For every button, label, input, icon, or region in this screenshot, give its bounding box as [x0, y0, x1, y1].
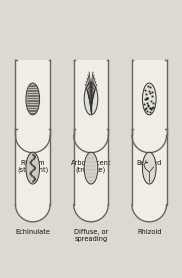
Bar: [15, 60, 50, 135]
Ellipse shape: [84, 84, 98, 114]
Text: Filiform
(straight): Filiform (straight): [17, 160, 48, 173]
Bar: [74, 60, 108, 135]
Ellipse shape: [30, 174, 32, 175]
Ellipse shape: [142, 152, 156, 184]
Wedge shape: [132, 205, 167, 222]
Bar: [132, 60, 167, 135]
Ellipse shape: [31, 175, 33, 177]
Bar: [15, 129, 50, 205]
Ellipse shape: [30, 163, 31, 164]
Ellipse shape: [34, 180, 35, 181]
Ellipse shape: [33, 170, 34, 171]
Bar: [132, 129, 167, 205]
Text: Beaded: Beaded: [136, 160, 162, 166]
Wedge shape: [132, 135, 167, 153]
Ellipse shape: [34, 155, 35, 157]
Ellipse shape: [142, 83, 156, 115]
Text: Echinulate: Echinulate: [15, 229, 50, 235]
Ellipse shape: [26, 83, 40, 115]
Ellipse shape: [33, 165, 34, 167]
Wedge shape: [15, 205, 50, 222]
Wedge shape: [74, 205, 108, 222]
Ellipse shape: [32, 154, 34, 155]
Ellipse shape: [34, 168, 36, 170]
Text: Diffuse, or
spreading: Diffuse, or spreading: [74, 229, 108, 242]
Ellipse shape: [33, 177, 35, 178]
Ellipse shape: [34, 157, 36, 158]
Ellipse shape: [34, 167, 36, 168]
Wedge shape: [15, 135, 50, 153]
Ellipse shape: [30, 161, 32, 162]
Text: Arborescent
(treelike): Arborescent (treelike): [71, 160, 111, 173]
Ellipse shape: [32, 181, 34, 182]
Ellipse shape: [84, 83, 98, 115]
Ellipse shape: [31, 160, 33, 161]
Ellipse shape: [26, 152, 40, 184]
Ellipse shape: [34, 178, 36, 179]
Ellipse shape: [33, 158, 35, 160]
Ellipse shape: [84, 152, 98, 184]
Wedge shape: [74, 135, 108, 153]
Ellipse shape: [31, 164, 33, 165]
Ellipse shape: [31, 171, 33, 172]
Ellipse shape: [30, 172, 31, 174]
Text: Rhizoid: Rhizoid: [137, 229, 161, 235]
Bar: [74, 129, 108, 205]
